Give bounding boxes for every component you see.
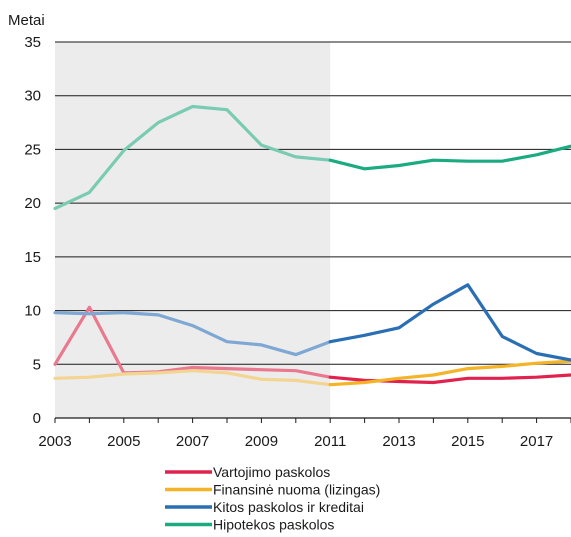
y-tick-label: 30 [24,88,41,105]
series-line-historical [53,305,332,379]
y-tick-label: 20 [24,195,41,212]
legend-label: Vartojimo paskolos [213,464,330,480]
x-tick-label: 2003 [38,433,71,450]
shaded-period [55,42,331,418]
y-tick-label: 25 [24,141,41,158]
gridlines [55,41,571,365]
series-line [328,283,571,362]
legend-label: Hipotekos paskolos [213,517,334,533]
x-tick-label: 2007 [176,433,209,450]
x-tick-label: 2017 [520,433,553,450]
y-tick-label: 5 [33,356,41,373]
legend: Vartojimo paskolos Finansinė nuoma (lizin… [165,464,380,533]
axes: Metai 0 5 10 15 20 25 30 35 2003 2005 2007 2009 2011… [8,12,571,450]
legend-label: Kitos paskolos ir kreditai [213,499,364,515]
y-tick-label: 0 [33,410,41,427]
x-tick-label: 2015 [451,433,484,450]
y-tick-label: 35 [24,34,41,51]
x-tick-label: 2005 [107,433,140,450]
x-tick-label: 2009 [245,433,278,450]
series-line-historical [53,369,332,387]
shaded-region [55,42,331,418]
series-lines [53,104,571,387]
series-line [328,359,571,387]
y-axis-label: Metai [8,12,45,29]
y-tick-label: 15 [24,249,41,266]
series-line-historical [53,104,332,211]
x-tick-label: 2013 [382,433,415,450]
x-tick-label: 2011 [314,433,346,450]
series-line [328,144,571,171]
legend-label: Finansinė nuoma (lizingas) [213,482,380,498]
series-line-historical [53,311,332,357]
y-tick-label: 10 [24,303,41,320]
